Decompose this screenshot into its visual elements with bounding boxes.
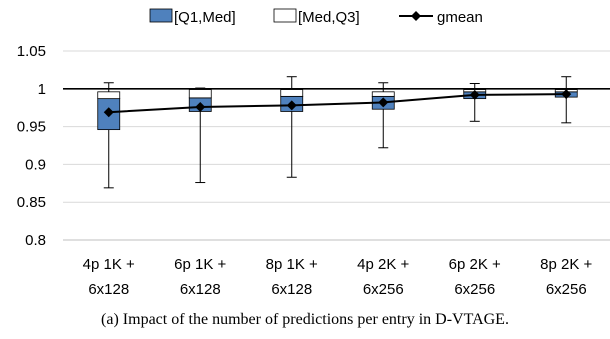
gmean-point — [103, 107, 114, 118]
legend: [Q1,Med] [Med,Q3] gmean — [149, 8, 483, 26]
y-tick-label: 0.85 — [17, 194, 46, 211]
box-med-q3 — [280, 89, 304, 97]
x-tick-label: 4p 1K + — [83, 256, 135, 273]
x-tick-label: 6p 2K + — [449, 256, 501, 273]
legend-label: [Med,Q3] — [298, 9, 360, 26]
box-med-q3 — [97, 91, 121, 100]
y-tick-label: 1 — [38, 81, 46, 98]
gmean-point — [561, 89, 572, 100]
box-group — [97, 82, 121, 189]
legend-label: gmean — [437, 9, 483, 26]
legend-swatch-gmean-marker — [411, 11, 421, 21]
gmean-point — [469, 89, 480, 100]
y-tick-label: 0.95 — [17, 119, 46, 136]
x-tick-label: 6p 1K + — [174, 256, 226, 273]
box-med-q3 — [188, 89, 212, 99]
y-tick-label: 0.9 — [25, 156, 46, 173]
y-axis: 0.8 0.85 0.9 0.95 1 1.05 — [17, 43, 46, 249]
legend-swatch-med-q3 — [273, 8, 297, 23]
x-tick-label: 6x128 — [88, 281, 129, 298]
box-group — [463, 83, 487, 122]
boxes — [97, 76, 578, 189]
gmean-series — [103, 89, 572, 118]
legend-swatch-q1-med — [149, 8, 173, 23]
x-tick-label: 6x256 — [363, 281, 404, 298]
gmean-point — [378, 97, 389, 108]
legend-label: [Q1,Med] — [174, 9, 236, 26]
y-tick-label: 0.8 — [25, 232, 46, 249]
box-med-q3 — [371, 91, 395, 97]
figure-caption: (a) Impact of the number of predictions … — [101, 311, 509, 328]
y-tick-label: 1.05 — [17, 43, 46, 60]
gridlines — [63, 50, 610, 241]
x-tick-label: 8p 2K + — [540, 256, 592, 273]
box-group — [554, 76, 578, 124]
x-axis: 4p 1K + 6x128 6p 1K + 6x128 8p 1K + 6x128 4p 2… — [83, 256, 593, 298]
box-group — [371, 82, 395, 149]
x-tick-label: 6x256 — [546, 281, 587, 298]
gmean-line — [108, 93, 567, 114]
x-tick-label: 6x256 — [454, 281, 495, 298]
x-tick-label: 6x128 — [271, 281, 312, 298]
x-tick-label: 8p 1K + — [266, 256, 318, 273]
gmean-point — [286, 100, 297, 111]
gmean-point — [195, 101, 206, 112]
x-tick-label: 6x128 — [180, 281, 221, 298]
x-tick-label: 4p 2K + — [357, 256, 409, 273]
